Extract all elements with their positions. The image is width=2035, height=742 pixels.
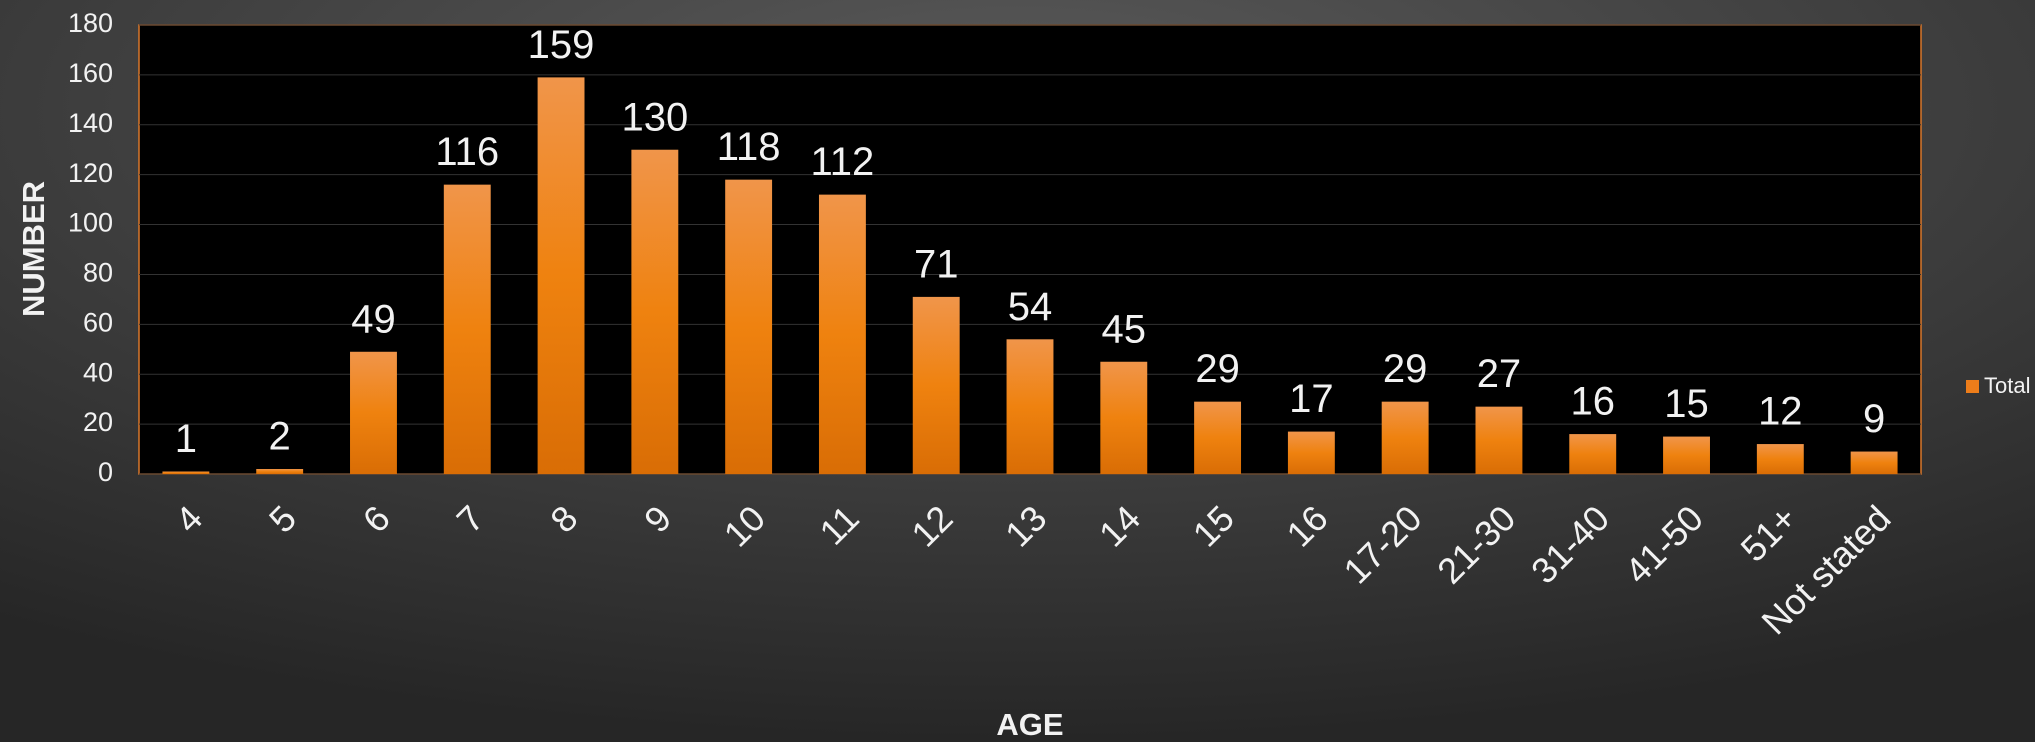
data-label: 16 bbox=[1570, 380, 1615, 424]
data-label: 15 bbox=[1664, 382, 1709, 426]
bar bbox=[537, 77, 585, 474]
data-label: 9 bbox=[1863, 397, 1885, 441]
data-label: 130 bbox=[621, 95, 688, 139]
bar bbox=[1569, 434, 1617, 474]
y-tick-label: 20 bbox=[83, 407, 113, 437]
bar bbox=[1756, 444, 1804, 474]
bar bbox=[256, 469, 304, 474]
bar bbox=[443, 184, 491, 474]
data-label: 54 bbox=[1008, 285, 1053, 329]
bar bbox=[631, 149, 679, 474]
bar bbox=[912, 296, 960, 474]
bar bbox=[1287, 431, 1335, 474]
y-axis-title: NUMBER bbox=[16, 181, 51, 317]
bar bbox=[725, 179, 773, 474]
data-label: 2 bbox=[269, 415, 291, 459]
data-label: 49 bbox=[351, 297, 396, 341]
bar bbox=[1100, 361, 1148, 474]
bar bbox=[1194, 401, 1242, 474]
bar bbox=[1475, 406, 1523, 474]
y-tick-label: 120 bbox=[68, 158, 113, 188]
y-tick-label: 60 bbox=[83, 307, 113, 337]
y-tick-label: 0 bbox=[98, 457, 113, 487]
y-tick-label: 160 bbox=[68, 58, 113, 88]
y-tick-label: 140 bbox=[68, 108, 113, 138]
data-label: 12 bbox=[1758, 390, 1803, 434]
x-axis-title: AGE bbox=[996, 707, 1063, 742]
bar bbox=[1006, 339, 1054, 474]
data-label: 27 bbox=[1477, 352, 1522, 396]
bar bbox=[350, 351, 397, 474]
bar bbox=[1663, 436, 1710, 474]
data-label: 1 bbox=[175, 417, 197, 461]
data-label: 71 bbox=[914, 242, 959, 286]
y-tick-label: 80 bbox=[83, 258, 113, 288]
data-label: 17 bbox=[1289, 377, 1334, 421]
data-label: 112 bbox=[811, 140, 875, 184]
bar bbox=[1381, 401, 1429, 474]
data-label: 29 bbox=[1195, 347, 1240, 391]
y-tick-label: 40 bbox=[83, 357, 113, 387]
legend-label: Total bbox=[1984, 373, 2030, 398]
data-label: 45 bbox=[1102, 307, 1147, 351]
data-label: 159 bbox=[528, 23, 595, 67]
data-label: 116 bbox=[435, 130, 499, 174]
data-label: 29 bbox=[1383, 347, 1428, 391]
bar bbox=[1850, 451, 1898, 474]
y-tick-label: 180 bbox=[68, 8, 113, 38]
data-label: 118 bbox=[717, 125, 781, 169]
bar bbox=[162, 471, 210, 474]
y-tick-label: 100 bbox=[68, 208, 113, 238]
legend-swatch bbox=[1966, 380, 1979, 393]
bar bbox=[818, 194, 866, 474]
